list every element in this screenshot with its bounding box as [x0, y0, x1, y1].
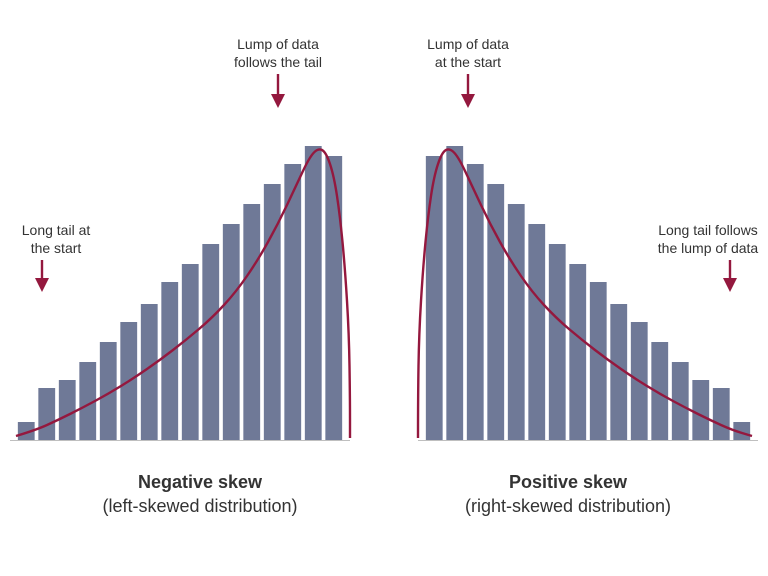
- tail-annotation-right-line1: Long tail follows: [658, 222, 758, 238]
- histogram-bar: [508, 204, 525, 440]
- tail-annotation-right-line2: the lump of data: [658, 240, 758, 256]
- histogram-bar: [223, 224, 240, 440]
- lump-annotation-left: Lump of data follows the tail: [198, 36, 358, 71]
- positive-skew-panel: Lump of data at the start Long tail foll…: [408, 0, 768, 576]
- lump-annotation-right-line2: at the start: [435, 54, 501, 70]
- tail-annotation-left-line1: Long tail at: [22, 222, 91, 238]
- histogram-bar: [59, 380, 76, 440]
- histogram-bar: [713, 388, 730, 440]
- lump-annotation-left-line2: follows the tail: [234, 54, 322, 70]
- histogram-bar: [182, 264, 199, 440]
- histogram-bar: [38, 388, 55, 440]
- histogram-bar: [549, 244, 566, 440]
- arrow-down-icon: [271, 94, 285, 108]
- positive-skew-caption: Positive skew (right-skewed distribution…: [408, 470, 728, 519]
- tail-annotation-right: Long tail follows the lump of data: [628, 222, 768, 257]
- histogram-bar: [161, 282, 178, 440]
- tail-annotation-left: Long tail at the start: [0, 222, 136, 257]
- arrow-down-icon: [723, 278, 737, 292]
- arrow-down-icon: [461, 94, 475, 108]
- negative-skew-panel: Long tail at the start Lump of data foll…: [0, 0, 360, 576]
- histogram-bar: [325, 156, 342, 440]
- histogram-bar: [590, 282, 607, 440]
- histogram-bar: [426, 156, 443, 440]
- arrow-down-icon: [35, 278, 49, 292]
- positive-skew-sub: (right-skewed distribution): [408, 494, 728, 518]
- histogram-bar: [528, 224, 545, 440]
- tail-annotation-left-line2: the start: [31, 240, 82, 256]
- negative-skew-sub: (left-skewed distribution): [40, 494, 360, 518]
- negative-skew-caption: Negative skew (left-skewed distribution): [40, 470, 360, 519]
- histogram-bar: [202, 244, 219, 440]
- histogram-bar: [305, 146, 322, 440]
- histogram-bar: [243, 204, 260, 440]
- histogram-bar: [692, 380, 709, 440]
- histogram-bar: [446, 146, 463, 440]
- positive-skew-title: Positive skew: [408, 470, 728, 494]
- negative-skew-title: Negative skew: [40, 470, 360, 494]
- lump-annotation-left-line1: Lump of data: [237, 36, 319, 52]
- histogram-bar: [569, 264, 586, 440]
- lump-annotation-right-line1: Lump of data: [427, 36, 509, 52]
- lump-annotation-right: Lump of data at the start: [388, 36, 548, 71]
